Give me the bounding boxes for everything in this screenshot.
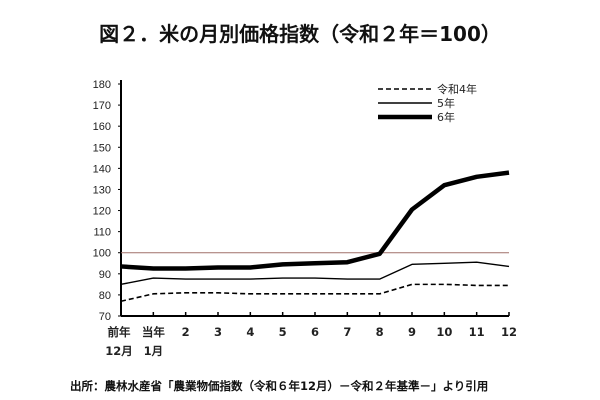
y-tick-label: 70 [99,311,111,323]
x-tick-label: 12 [501,325,517,339]
x-tick-label: 4 [246,325,254,339]
y-tick-label: 130 [93,184,111,196]
x-tick-label: 7 [343,325,351,339]
chart-title: 図２．米の月別価格指数（令和２年＝100） [99,22,501,46]
y-tick-label: 140 [93,163,111,175]
series-line-3 [120,170,510,271]
series-line-2 [120,261,510,286]
x-tick-label: 11 [469,325,485,339]
y-tick-label: 150 [93,142,111,154]
y-tick-label: 170 [93,100,111,112]
legend-label: 6年 [437,110,455,124]
series-line-1 [120,283,509,303]
x-tick-label: 10 [436,325,452,339]
x-tick-label: 1月 [144,344,164,358]
x-tick-label: 当年 [142,325,165,339]
x-tick-label: 12月 [105,344,133,358]
y-tick-label: 120 [93,206,111,218]
y-tick-label: 80 [99,290,111,302]
legend-label: 5年 [437,96,455,110]
y-tick-label: 100 [93,248,111,260]
x-tick-label: 2 [182,325,190,339]
x-tick-label: 3 [214,325,222,339]
x-tick-label: 前年 [108,325,131,339]
legend-label: 令和4年 [437,82,477,96]
y-tick-label: 90 [99,269,111,281]
x-tick-label: 8 [376,325,384,339]
y-tick-label: 180 [93,79,111,91]
y-tick-label: 160 [93,121,111,133]
x-tick-label: 9 [408,325,416,339]
x-tick-label: 5 [279,325,287,339]
y-tick-label: 110 [93,227,111,239]
source-note: 出所：農林水産省「農業物価指数（令和６年12月）－令和２年基準－」より引用 [70,379,489,393]
x-tick-label: 6 [311,325,319,339]
